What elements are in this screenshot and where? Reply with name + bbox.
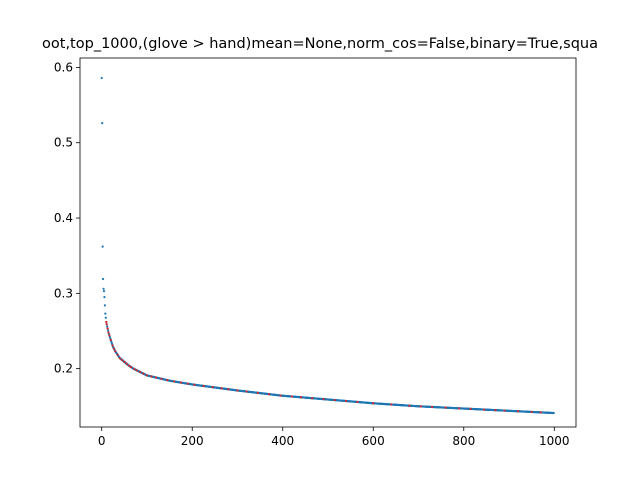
highlight-point bbox=[483, 408, 486, 411]
data-point bbox=[102, 289, 106, 293]
highlight-point bbox=[133, 367, 136, 371]
highlight-point bbox=[120, 358, 124, 362]
data-point bbox=[552, 411, 555, 415]
data-point bbox=[106, 329, 110, 332]
highlight-point bbox=[236, 389, 239, 392]
highlight-point bbox=[105, 323, 108, 326]
highlight-point bbox=[193, 383, 196, 386]
y-tick-label: 0.4 bbox=[54, 211, 73, 225]
y-tick-label: 0.3 bbox=[54, 286, 73, 300]
highlight-point bbox=[125, 362, 128, 365]
x-axis: 0 200 400 600 800 1000 bbox=[98, 427, 570, 448]
y-tick-label: 0.2 bbox=[54, 362, 73, 376]
highlight-point bbox=[539, 411, 542, 414]
highlight-point bbox=[112, 347, 116, 350]
highlight-point bbox=[123, 360, 126, 363]
highlight-point bbox=[469, 407, 472, 410]
highlight-point bbox=[333, 398, 336, 402]
data-point bbox=[103, 304, 106, 307]
highlight-point bbox=[268, 393, 271, 396]
highlight-point bbox=[116, 353, 119, 356]
data-point bbox=[102, 287, 105, 290]
highlight-point bbox=[503, 409, 506, 412]
highlight-point bbox=[345, 399, 348, 403]
highlight-point bbox=[299, 396, 302, 399]
highlight-point bbox=[160, 377, 163, 380]
x-tick-label: 800 bbox=[452, 434, 475, 448]
highlight-point bbox=[105, 320, 108, 324]
highlight-point bbox=[109, 338, 112, 342]
highlight-point bbox=[135, 369, 139, 372]
highlight-point bbox=[408, 404, 411, 407]
highlight-point bbox=[322, 398, 325, 401]
highlight-point bbox=[202, 384, 205, 388]
highlight-point bbox=[139, 370, 142, 374]
plot-area bbox=[100, 76, 555, 415]
highlight-point bbox=[108, 334, 111, 337]
highlight-point bbox=[227, 388, 230, 391]
highlight-point bbox=[220, 387, 223, 390]
data-point bbox=[106, 325, 109, 328]
highlight-point bbox=[114, 350, 117, 353]
highlight-point bbox=[111, 344, 114, 347]
data-point bbox=[101, 245, 104, 248]
highlight-point bbox=[154, 376, 158, 379]
x-tick-label: 400 bbox=[271, 434, 294, 448]
chart-title: oot,top_1000,(glove > hand)mean=None,nor… bbox=[42, 36, 598, 52]
data-point bbox=[101, 122, 104, 125]
highlight-point bbox=[458, 407, 461, 410]
highlight-point bbox=[372, 402, 375, 405]
highlight-point bbox=[127, 364, 130, 367]
highlight-point bbox=[444, 406, 447, 409]
highlight-point bbox=[430, 405, 434, 409]
highlight-point bbox=[142, 372, 145, 375]
highlight-point bbox=[530, 410, 533, 414]
highlight-point bbox=[256, 391, 259, 394]
highlight-point bbox=[186, 382, 189, 385]
data-point bbox=[104, 316, 107, 319]
highlight-point bbox=[106, 327, 109, 330]
highlight-point bbox=[494, 409, 497, 412]
highlight-point bbox=[290, 395, 293, 398]
highlight-point bbox=[211, 386, 214, 389]
y-tick-label: 0.5 bbox=[54, 136, 73, 150]
x-tick-label: 0 bbox=[98, 434, 106, 448]
highlight-point bbox=[390, 403, 393, 406]
highlight-point bbox=[311, 397, 314, 400]
data-point bbox=[100, 76, 103, 80]
data-point bbox=[104, 312, 107, 315]
highlight-point bbox=[516, 410, 520, 413]
data-point bbox=[101, 277, 105, 281]
x-tick-label: 1000 bbox=[539, 434, 570, 448]
y-tick-label: 0.6 bbox=[54, 60, 73, 74]
highlight-point bbox=[245, 390, 248, 393]
x-tick-label: 200 bbox=[181, 434, 204, 448]
highlight-point bbox=[145, 374, 149, 377]
highlight-point bbox=[130, 366, 133, 369]
highlight-point bbox=[107, 331, 110, 334]
highlight-point bbox=[419, 405, 422, 408]
highlight-point bbox=[173, 380, 176, 383]
data-point bbox=[103, 296, 106, 299]
highlight-point bbox=[166, 379, 169, 382]
highlight-point bbox=[279, 394, 282, 397]
highlight-point bbox=[150, 375, 153, 378]
x-tick-label: 600 bbox=[362, 434, 385, 448]
axes-frame bbox=[79, 57, 577, 428]
highlight-point bbox=[118, 356, 121, 360]
y-axis: 0.2 0.3 0.4 0.5 0.6 bbox=[54, 60, 80, 376]
highlight-point bbox=[179, 381, 183, 384]
highlight-point bbox=[356, 400, 359, 404]
